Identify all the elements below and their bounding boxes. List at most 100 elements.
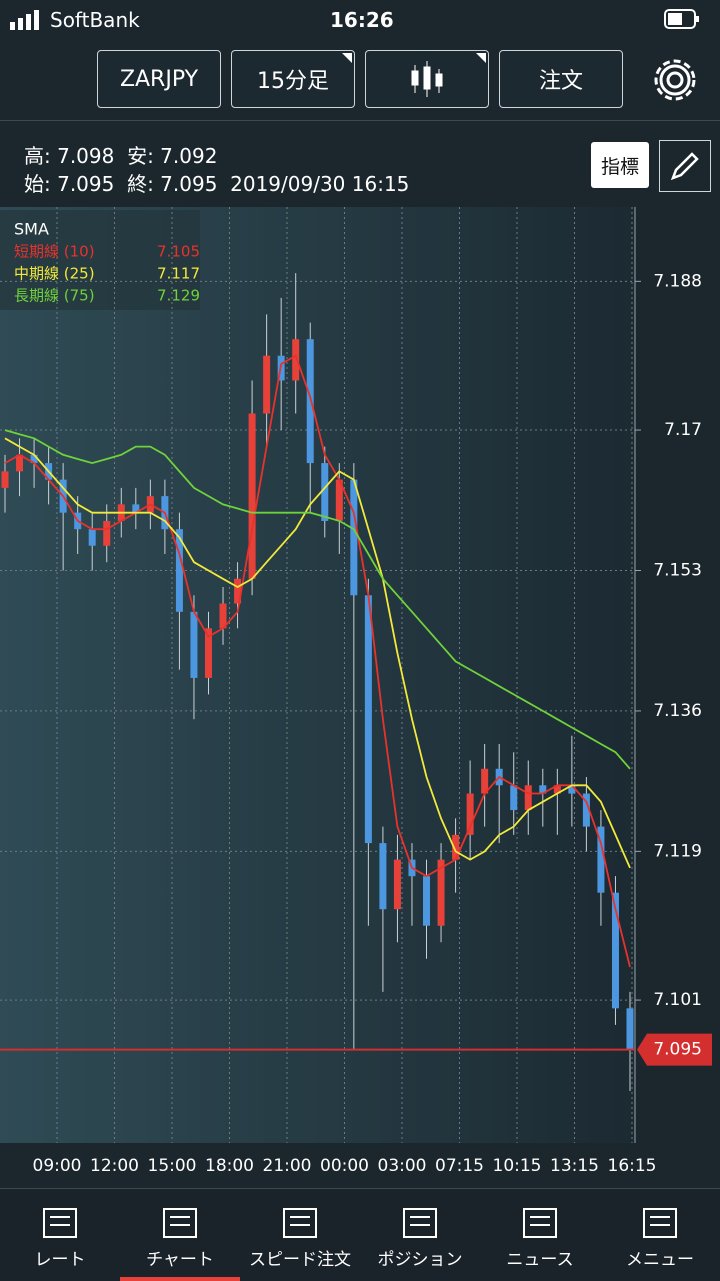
candle-body	[466, 793, 474, 835]
nav-label: チャート	[146, 1250, 214, 1270]
nav-icon	[163, 1208, 197, 1238]
legend-label: 長期線 (75)	[14, 287, 95, 305]
candle-body	[175, 529, 183, 612]
sma-line	[4, 429, 631, 770]
x-tick-label: 16:15	[608, 1156, 657, 1176]
info-line2: 始: 7.095 終: 7.095 2019/09/30 16:15	[24, 172, 410, 196]
x-tick-label: 03:00	[378, 1156, 427, 1176]
candle-icon	[411, 61, 443, 97]
candle-body	[423, 876, 431, 926]
draw-button[interactable]	[659, 140, 711, 192]
candle-body	[364, 595, 372, 844]
carrier: SoftBank	[50, 8, 140, 32]
y-tick-label: 7.101	[653, 990, 702, 1010]
x-tick-label: 18:00	[205, 1156, 254, 1176]
candle-body	[568, 785, 576, 794]
legend-label: 中期線 (25)	[14, 265, 95, 283]
settings-icon[interactable]	[647, 52, 703, 108]
chart: SMA 09:00 12:00 15:00 18:00 21:00 00:00 03:00 0…	[0, 207, 712, 1176]
nav-label: メニュー	[626, 1250, 694, 1270]
divider	[0, 120, 720, 121]
legend-value: 7.117	[157, 265, 200, 283]
candle-body	[510, 785, 518, 811]
x-tick-label: 13:15	[550, 1156, 599, 1176]
nav-label: レート	[34, 1250, 86, 1270]
x-tick-label: 21:00	[263, 1156, 312, 1176]
price-tag-label: 7.095	[653, 1040, 702, 1060]
nav-icon	[523, 1208, 557, 1238]
nav-active-indicator	[120, 1277, 240, 1281]
candle-body	[103, 520, 111, 546]
candle-body	[452, 834, 460, 860]
y-tick-label: 7.119	[653, 841, 702, 861]
candle-body	[379, 843, 387, 910]
nav-label: スピード注文	[249, 1250, 351, 1270]
sma-line	[4, 354, 631, 968]
info-line1: 高: 7.098 安: 7.092	[24, 144, 218, 168]
legend-value: 7.129	[157, 287, 200, 305]
y-tick-label: 7.188	[653, 271, 702, 291]
candle-body	[132, 504, 140, 513]
candle-body	[219, 603, 227, 629]
bottom-nav: レート チャート スピード注文 ポジション ニュース メニュー	[0, 1188, 720, 1281]
candle-body	[30, 454, 38, 464]
candle-body	[1, 471, 9, 488]
x-tick-label: 09:00	[33, 1156, 82, 1176]
chart-type-button[interactable]	[365, 50, 489, 108]
nav-item[interactable]: メニュー	[600, 1189, 720, 1281]
candle-body	[248, 413, 256, 579]
candle-body	[204, 628, 212, 678]
candle-body	[524, 785, 532, 811]
legend-value: 7.105	[157, 243, 200, 261]
nav-item[interactable]: チャート	[120, 1189, 240, 1281]
y-tick-label: 7.153	[653, 560, 702, 580]
nav-item[interactable]: ポジション	[360, 1189, 480, 1281]
candle-body	[437, 859, 445, 926]
legend-title: SMA	[14, 220, 49, 239]
candle-body	[263, 355, 271, 414]
candle-body	[190, 611, 198, 678]
nav-label: ニュース	[506, 1250, 574, 1270]
plot-background	[0, 207, 635, 1143]
nav-item[interactable]: ニュース	[480, 1189, 600, 1281]
indicator-button[interactable]: 指標	[591, 142, 649, 188]
candle-body	[350, 479, 358, 596]
nav-item[interactable]: レート	[0, 1189, 120, 1281]
candle-body	[16, 454, 24, 472]
symbol-button[interactable]: ZARJPY	[97, 50, 221, 108]
legend-label: 短期線 (10)	[14, 243, 95, 261]
pencil-icon	[670, 152, 699, 181]
price-tag	[637, 1033, 712, 1066]
nav-icon	[643, 1208, 677, 1238]
x-tick-label: 10:15	[493, 1156, 542, 1176]
x-tick-label: 07:15	[435, 1156, 484, 1176]
signal-icon	[10, 10, 39, 30]
y-tick-label: 7.136	[653, 701, 702, 721]
candle-body	[292, 339, 300, 381]
candle-body	[393, 859, 401, 910]
candle-body	[335, 479, 343, 521]
candle-body	[321, 463, 329, 521]
x-tick-label: 15:00	[148, 1156, 197, 1176]
nav-item[interactable]: スピード注文	[240, 1189, 360, 1281]
candle-body	[539, 785, 547, 794]
candle-body	[306, 339, 314, 464]
y-tick-label: 7.17	[664, 420, 702, 440]
candle-body	[88, 529, 96, 546]
x-tick-label: 12:00	[90, 1156, 139, 1176]
candle-body	[582, 793, 590, 827]
timeframe-button[interactable]: 15分足	[231, 50, 355, 108]
order-button[interactable]: 注文	[499, 50, 623, 108]
nav-label: ポジション	[377, 1250, 463, 1270]
candle-body	[597, 826, 605, 893]
candle-body	[611, 892, 619, 1009]
battery-icon	[664, 9, 699, 29]
candle-body	[481, 768, 489, 794]
x-tick-label: 00:00	[320, 1156, 369, 1176]
sma-line	[4, 437, 631, 869]
status-bar: SoftBank 16:26	[0, 0, 720, 40]
candle-body	[626, 1008, 634, 1050]
candle-body	[553, 785, 561, 794]
nav-icon	[43, 1208, 77, 1238]
